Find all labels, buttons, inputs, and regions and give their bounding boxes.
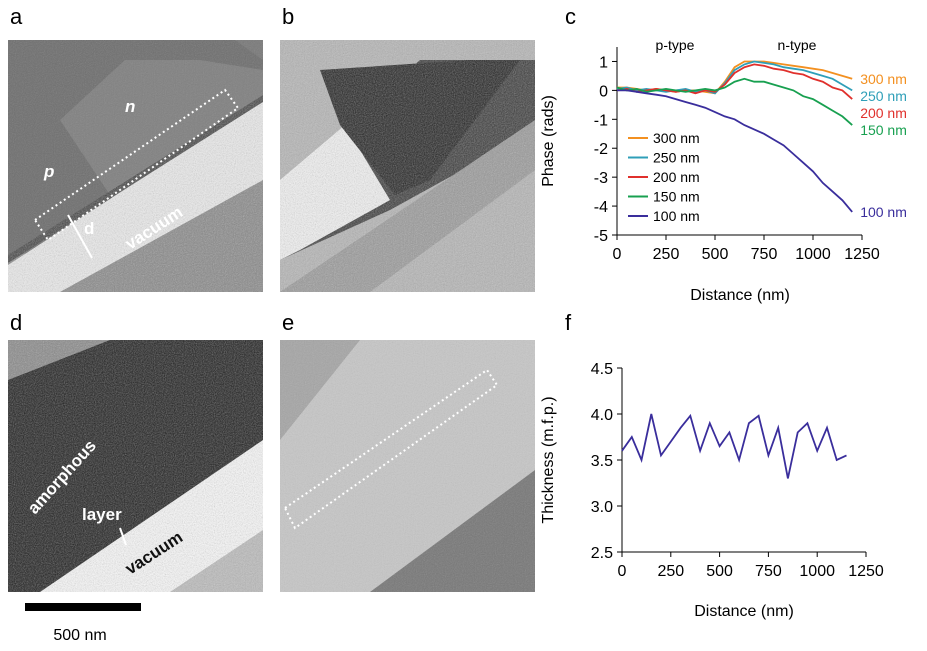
label-d: d	[84, 219, 94, 238]
x-tick-label: 0	[613, 246, 622, 263]
series-end-label: 100 nm	[860, 204, 907, 220]
x-tick-label: 750	[751, 246, 778, 263]
legend-label: 250 nm	[653, 150, 700, 166]
panel-label: e	[282, 310, 294, 335]
label-layer: layer	[82, 505, 122, 524]
x-tick-label: 1000	[795, 246, 831, 263]
series-line	[617, 89, 853, 213]
arrow	[67, 214, 93, 259]
label-n: n	[125, 97, 135, 116]
annotation: n-type	[778, 37, 817, 53]
series-line	[617, 60, 853, 95]
panel-label: c	[565, 4, 576, 29]
x-tick-label: 0	[618, 563, 627, 580]
y-tick-label: -3	[594, 170, 608, 187]
series-line	[616, 77, 853, 126]
x-tick-label: 250	[653, 246, 680, 263]
y-tick-label: 4.5	[591, 361, 613, 378]
image-b	[280, 40, 535, 292]
series-end-label: 200 nm	[860, 105, 907, 121]
y-axis-title: Thickness (m.f.p.)	[540, 396, 557, 523]
spacer	[0, 0, 1, 1]
scale-bar-label: 500 nm	[53, 627, 106, 644]
series-end-label: 300 nm	[860, 71, 907, 87]
y-tick-label: -4	[594, 199, 608, 216]
panel-label: a	[10, 4, 23, 29]
x-tick-label: 500	[702, 246, 729, 263]
y-tick-label: -2	[594, 141, 608, 158]
series-end-label: 150 nm	[860, 122, 907, 138]
y-tick-label: -5	[594, 228, 608, 245]
x-tick-label: 250	[657, 563, 684, 580]
y-axis-title: Phase (rads)	[540, 95, 557, 187]
series-line	[621, 413, 847, 479]
x-tick-label: 500	[706, 563, 733, 580]
legend-label: 150 nm	[653, 189, 700, 205]
image-a	[8, 40, 263, 292]
legend-label: 300 nm	[653, 130, 700, 146]
y-tick-label: 4.0	[591, 407, 613, 424]
x-axis-title: Distance (nm)	[694, 603, 794, 620]
label-p: p	[43, 162, 54, 181]
series-end-label: 250 nm	[860, 88, 907, 104]
y-tick-label: 2.5	[591, 545, 613, 562]
annotation: p-type	[656, 37, 695, 53]
panel-label: f	[565, 310, 572, 335]
arrow	[119, 527, 127, 546]
y-tick-label: 3.0	[591, 499, 613, 516]
y-tick-label: 0	[599, 83, 608, 100]
panel-label: d	[10, 310, 22, 335]
image-e	[280, 340, 535, 592]
roi-box	[33, 88, 240, 242]
y-tick-label: -1	[594, 112, 608, 129]
x-tick-label: 1250	[848, 563, 884, 580]
series-line	[616, 63, 853, 100]
legend-label: 100 nm	[653, 208, 700, 224]
y-tick-label: 1	[599, 54, 608, 71]
legend-label: 200 nm	[653, 169, 700, 185]
x-tick-label: 1250	[844, 246, 880, 263]
y-tick-label: 3.5	[591, 453, 613, 470]
x-axis-title: Distance (nm)	[690, 287, 790, 304]
image-d	[8, 340, 263, 592]
panel-label: b	[282, 4, 294, 29]
x-tick-label: 1000	[799, 563, 835, 580]
scale-bar	[25, 603, 141, 611]
x-tick-label: 750	[755, 563, 782, 580]
